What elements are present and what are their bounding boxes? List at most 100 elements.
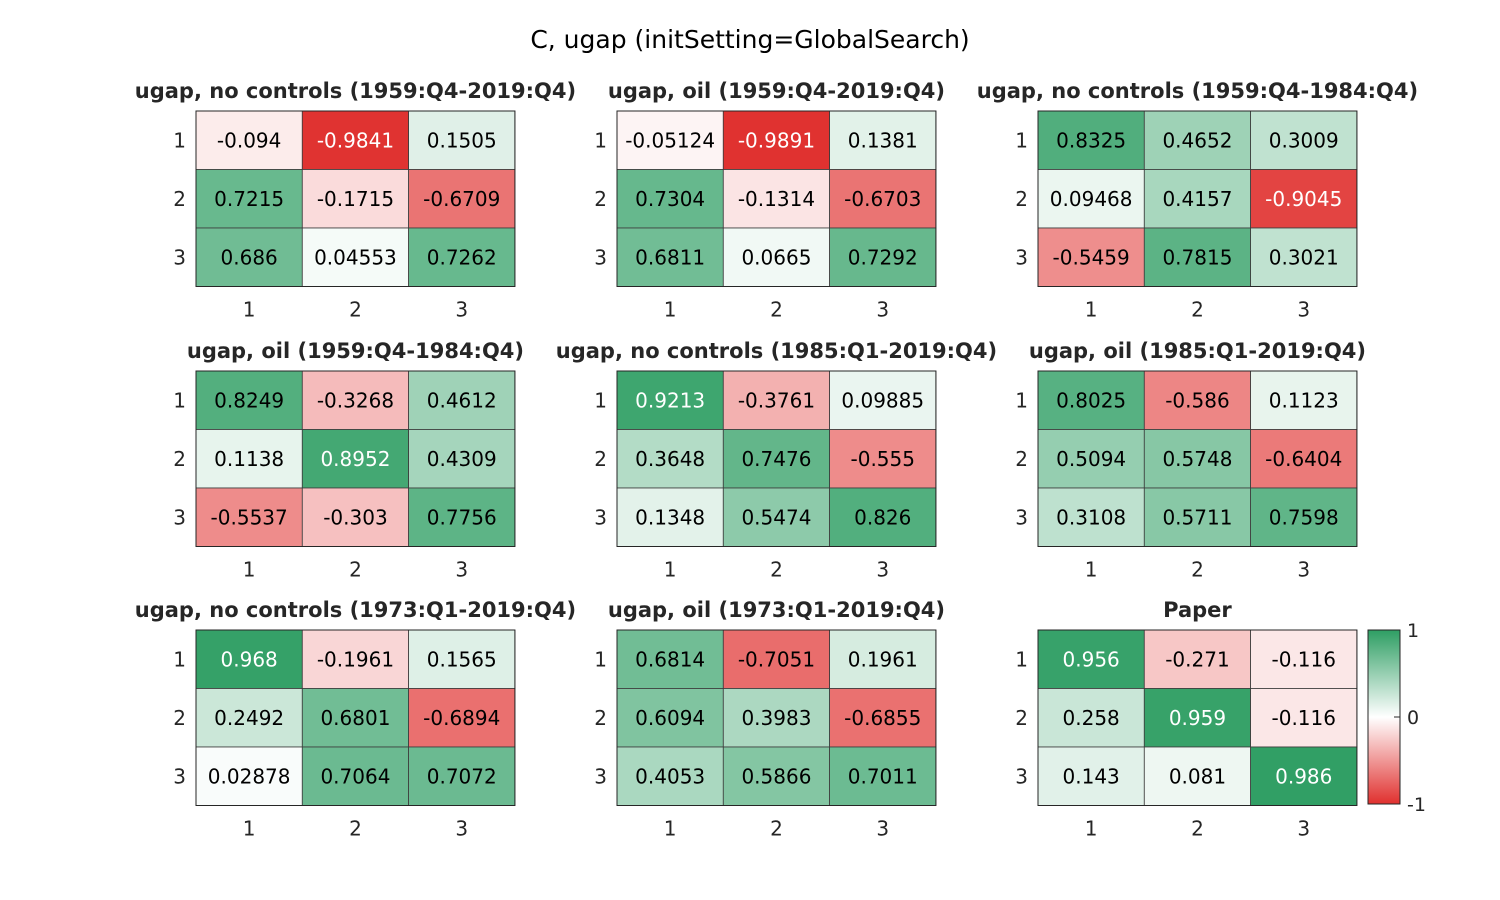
heatmap-cell (195, 688, 303, 748)
x-tick-label: 1 (1085, 817, 1098, 841)
cell-value-label: -0.094 (217, 128, 281, 152)
heatmap-cell (195, 169, 303, 229)
cell-value-label: 0.6094 (635, 706, 705, 730)
x-tick-label: 1 (664, 817, 677, 841)
heatmap-cell (1037, 487, 1145, 547)
cell-value-label: 0.02878 (208, 764, 291, 788)
panel-title: ugap, no controls (1973:Q1-2019:Q4) (135, 598, 576, 622)
heatmap-cell (301, 227, 409, 287)
cell-value-label: 0.7304 (635, 187, 705, 211)
y-tick-label: 1 (1015, 647, 1028, 671)
heatmap-cell (616, 487, 724, 547)
panel-frame (616, 110, 937, 287)
panel-title: ugap, oil (1959:Q4-1984:Q4) (187, 339, 524, 363)
heatmap-cell (301, 688, 409, 748)
heatmap-cell (301, 746, 409, 806)
panel-frame (195, 629, 516, 806)
heatmap-cell (1250, 429, 1358, 489)
x-tick-label: 3 (876, 298, 889, 322)
cell-value-label: 0.4157 (1162, 187, 1232, 211)
y-tick-label: 3 (173, 764, 186, 788)
panel-title: ugap, oil (1985:Q1-2019:Q4) (1029, 339, 1366, 363)
x-tick-label: 3 (455, 558, 468, 582)
heatmap-panel: ugap, no controls (1959:Q4-2019:Q4) -0.09… (135, 79, 576, 322)
heatmap-cell (722, 629, 830, 689)
x-tick-label: 3 (1297, 558, 1310, 582)
y-tick-label: 1 (1015, 128, 1028, 152)
x-tick-label: 2 (770, 298, 783, 322)
panel-frame (616, 629, 937, 806)
heatmap-panels: ugap, no controls (1959:Q4-2019:Q4) -0.09… (135, 79, 1418, 841)
y-tick-label: 3 (594, 505, 607, 529)
heatmap-cell (616, 227, 724, 287)
y-tick-label: 3 (594, 764, 607, 788)
heatmap-cell (1143, 169, 1252, 229)
x-tick-label: 2 (1191, 558, 1204, 582)
cell-value-label: 0.7292 (848, 245, 918, 269)
panel-frame (1037, 110, 1358, 287)
cell-value-label: 0.1138 (214, 447, 284, 471)
y-tick-label: 3 (1015, 764, 1028, 788)
heatmap-cell (616, 746, 724, 806)
cell-value-label: 0.4309 (427, 447, 497, 471)
cell-value-label: -0.05124 (625, 128, 715, 152)
y-tick-label: 1 (594, 128, 607, 152)
cell-value-label: 0.7215 (214, 187, 284, 211)
cell-value-label: 0.956 (1063, 647, 1120, 671)
heatmap-cell (616, 629, 724, 689)
cell-value-label: 0.7476 (741, 447, 811, 471)
heatmap-cell (301, 169, 409, 229)
cell-value-label: -0.555 (851, 447, 915, 471)
heatmap-cell (301, 429, 409, 489)
y-tick-label: 1 (594, 647, 607, 671)
cell-value-label: -0.586 (1165, 388, 1229, 412)
x-tick-label: 1 (243, 558, 256, 582)
x-tick-label: 3 (455, 817, 468, 841)
cell-value-label: -0.6709 (423, 187, 500, 211)
y-tick-label: 1 (594, 388, 607, 412)
cell-value-label: -0.5537 (211, 505, 288, 529)
cell-value-label: 0.1123 (1269, 388, 1339, 412)
cell-value-label: -0.271 (1165, 647, 1229, 671)
colorbar-tick-label: 1 (1407, 620, 1419, 642)
cell-value-label: 0.7262 (427, 245, 497, 269)
cell-value-label: 0.3983 (741, 706, 811, 730)
heatmap-cell (1037, 227, 1145, 287)
heatmap-cell (195, 487, 303, 547)
cell-value-label: 0.1348 (635, 505, 705, 529)
y-tick-label: 1 (173, 388, 186, 412)
y-tick-label: 3 (173, 245, 186, 269)
heatmap-cell (301, 110, 409, 170)
cell-value-label: -0.6894 (423, 706, 500, 730)
x-tick-label: 3 (876, 558, 889, 582)
cell-value-label: 0.258 (1063, 706, 1120, 730)
heatmap-cell (722, 110, 830, 170)
cell-value-label: 0.081 (1169, 764, 1226, 788)
heatmap-cell (829, 629, 937, 689)
cell-value-label: 0.04553 (314, 245, 397, 269)
heatmap-cell (722, 169, 830, 229)
heatmap-cell (829, 746, 937, 806)
panel-frame (195, 370, 516, 547)
heatmap-cell (408, 629, 516, 689)
cell-value-label: -0.3761 (738, 388, 815, 412)
y-tick-label: 3 (1015, 245, 1028, 269)
cell-value-label: 0.1565 (427, 647, 497, 671)
cell-value-label: -0.9045 (1265, 187, 1342, 211)
x-tick-label: 3 (876, 817, 889, 841)
heatmap-cell (1037, 429, 1145, 489)
y-tick-label: 2 (173, 706, 186, 730)
cell-value-label: -0.9891 (738, 128, 815, 152)
cell-value-label: 0.6814 (635, 647, 705, 671)
y-tick-label: 2 (173, 447, 186, 471)
heatmap-cell (1250, 169, 1358, 229)
heatmap-cell (408, 688, 516, 748)
heatmap-cell (1143, 110, 1252, 170)
cell-value-label: 0.09468 (1050, 187, 1133, 211)
cell-value-label: 0.8952 (320, 447, 390, 471)
x-tick-label: 2 (349, 817, 362, 841)
cell-value-label: 0.968 (221, 647, 278, 671)
y-tick-label: 2 (594, 706, 607, 730)
cell-value-label: 0.3108 (1056, 505, 1126, 529)
panel-title: ugap, no controls (1959:Q4-2019:Q4) (135, 79, 576, 103)
